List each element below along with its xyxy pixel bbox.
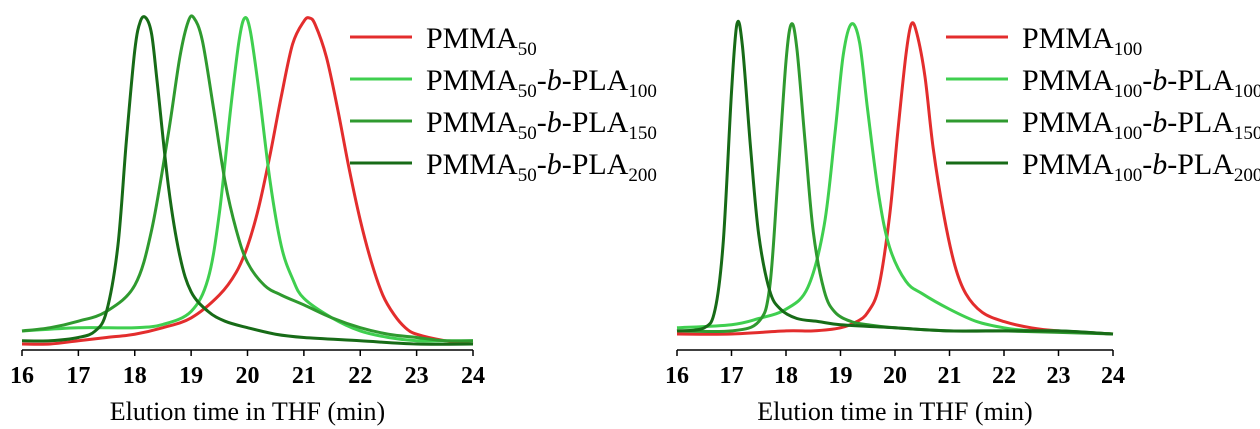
series-line-1	[676, 21, 1114, 336]
legend-label-4: PMMA100-b-PLA200	[1022, 148, 1260, 186]
x-tick-label: 23	[405, 363, 429, 389]
x-tick-label: 22	[348, 363, 372, 389]
legend-label-3: PMMA50-b-PLA150	[426, 106, 657, 144]
legend-label-2: PMMA50-b-PLA100	[426, 64, 657, 102]
x-tick-label: 18	[123, 363, 147, 389]
chart-panel-1: 16 17 18 19 20 21 22 23 24 Elution time in THF (m…	[10, 14, 657, 426]
x-axis-title: Elution time in THF (min)	[110, 397, 385, 426]
x-tick-label: 23	[1047, 363, 1071, 389]
legend-label-3: PMMA100-b-PLA150	[1022, 106, 1260, 144]
series-line-3	[21, 14, 474, 343]
x-tick-label: 16	[10, 363, 34, 389]
series-line-4	[21, 15, 474, 346]
series-line-2	[21, 16, 473, 343]
x-tick-label: 16	[665, 363, 689, 389]
x-tick-label: 19	[829, 363, 853, 389]
x-tick-label: 21	[938, 363, 962, 389]
x-axis-title: Elution time in THF (min)	[757, 397, 1032, 426]
x-tick-label: 20	[883, 363, 907, 389]
x-tick-label: 17	[66, 363, 90, 389]
legend-label-1: PMMA50	[426, 22, 537, 60]
series-line-2	[676, 22, 1114, 336]
x-tick-label: 24	[1101, 363, 1125, 389]
x-tick-label: 21	[292, 363, 316, 389]
series-line-4	[676, 19, 1114, 336]
chart-panel-2: 16 17 18 19 20 21 22 23 24 Elution time in THF (m…	[665, 19, 1260, 426]
x-tick-label: 24	[461, 363, 485, 389]
x-tick-label: 22	[992, 363, 1016, 389]
x-tick-label: 18	[774, 363, 798, 389]
legend-label-2: PMMA100-b-PLA100	[1022, 64, 1260, 102]
x-tick-label: 20	[236, 363, 260, 389]
legend-label-1: PMMA100	[1022, 22, 1142, 60]
series-line-1	[21, 16, 474, 346]
legend-label-4: PMMA50-b-PLA200	[426, 148, 657, 186]
x-tick-label: 17	[720, 363, 744, 389]
x-tick-label: 19	[179, 363, 203, 389]
